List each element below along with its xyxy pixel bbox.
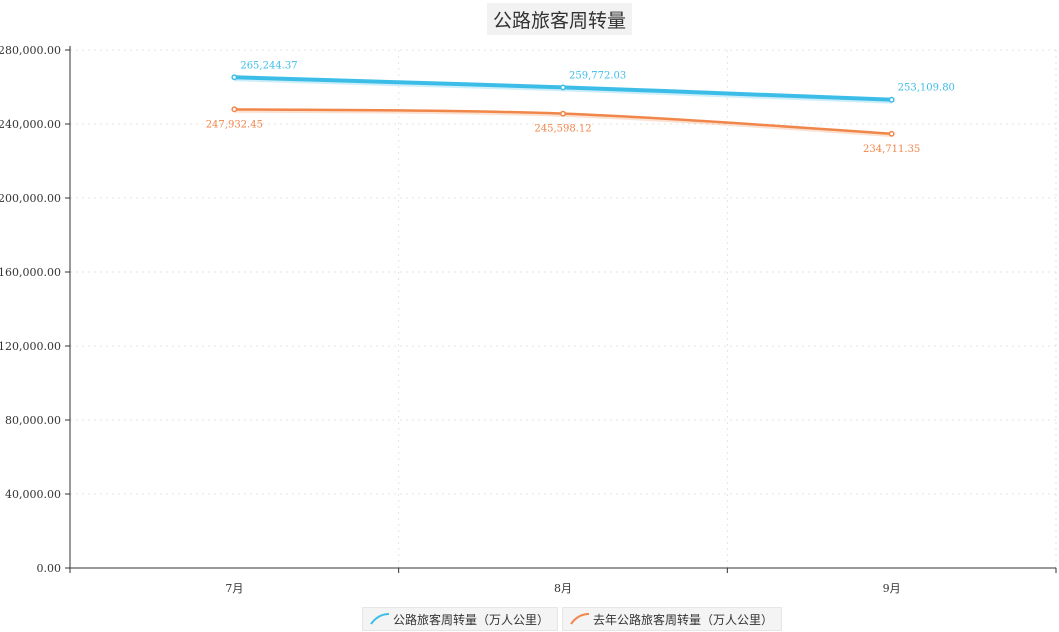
data-label: 247,932.45 [206,119,263,130]
legend-item-last-year[interactable]: 去年公路旅客周转量（万人公里） [562,607,783,631]
data-point [888,96,895,103]
chart-legend[interactable]: 公路旅客周转量（万人公里） 去年公路旅客周转量（万人公里） [362,607,786,631]
series-line-shadow [234,77,892,104]
data-label: 245,598.12 [534,124,591,135]
data-label: 265,244.37 [240,60,297,71]
y-tick-label: 120,000.00 [0,340,61,353]
y-tick-label: 80,000.00 [5,414,61,427]
data-point [888,130,895,137]
legend-label-current: 公路旅客周转量（万人公里） [393,612,550,627]
line-series-icon [570,613,590,625]
data-label: 253,109.80 [898,83,955,94]
data-point [560,110,566,117]
line-series-icon [370,613,390,625]
data-point [560,84,566,91]
y-tick-label: 200,000.00 [0,192,61,205]
y-tick-label: 40,000.00 [5,488,61,501]
legend-item-current[interactable]: 公路旅客周转量（万人公里） [362,607,559,631]
x-tick-label: 7月 [225,582,243,595]
y-tick-label: 240,000.00 [0,118,61,131]
x-tick-label: 9月 [883,582,901,595]
y-tick-label: 0.00 [37,562,62,575]
y-tick-label: 280,000.00 [0,44,61,57]
data-label: 234,711.35 [863,144,920,155]
x-tick-label: 8月 [554,582,572,595]
data-label: 259,772.03 [569,70,626,81]
data-point [231,106,238,113]
data-point [231,74,238,81]
legend-label-last-year: 去年公路旅客周转量（万人公里） [593,612,774,627]
y-tick-label: 160,000.00 [0,266,61,279]
chart-title: 公路旅客周转量 [487,3,633,35]
